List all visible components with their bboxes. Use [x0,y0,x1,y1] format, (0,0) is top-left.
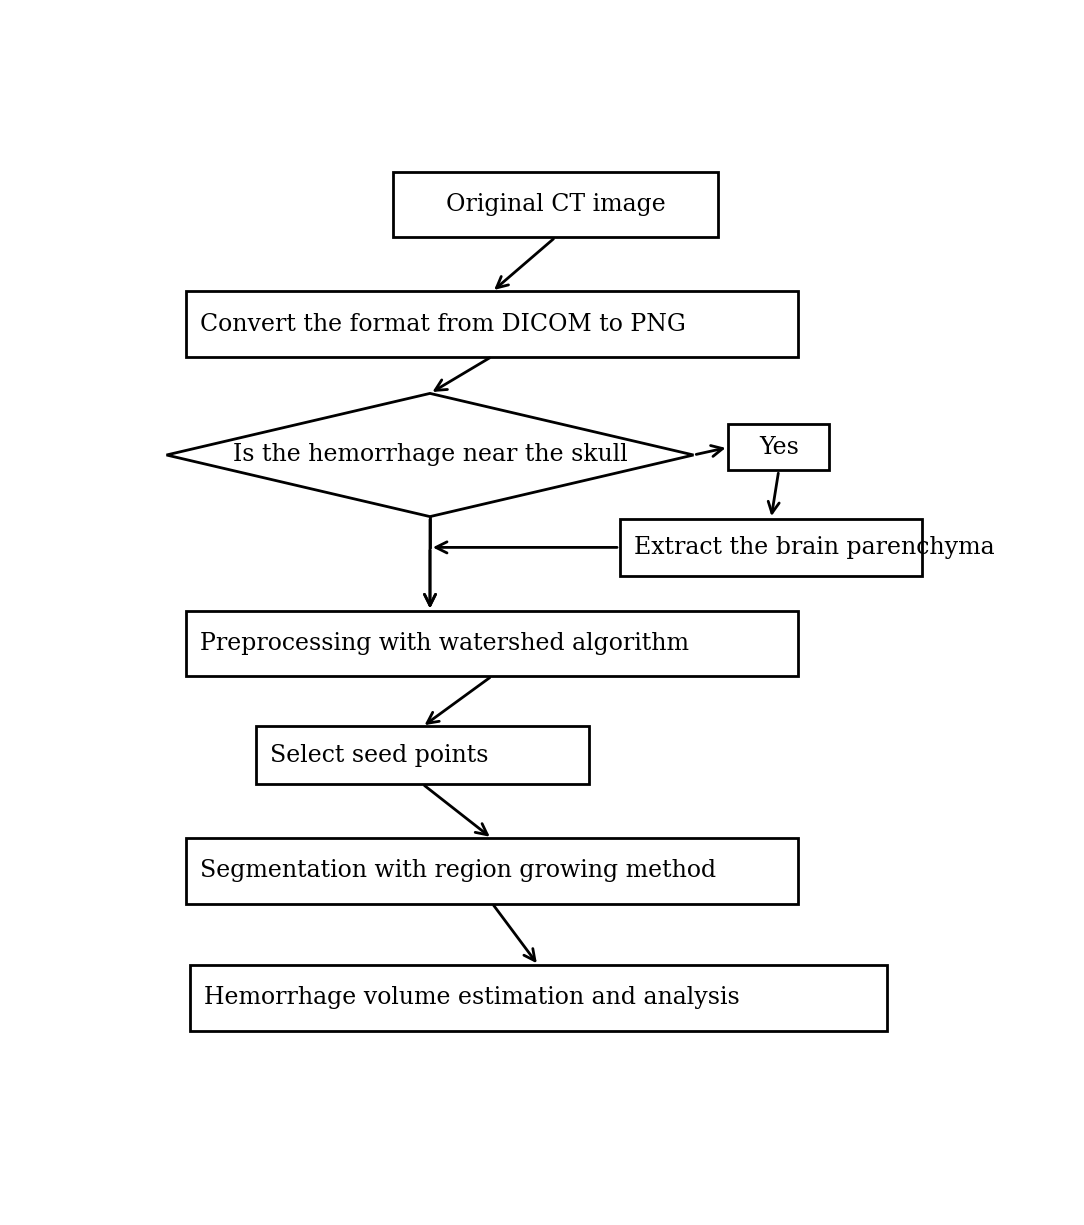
Text: Original CT image: Original CT image [446,194,666,217]
Text: Preprocessing with watershed algorithm: Preprocessing with watershed algorithm [199,632,688,655]
Text: Yes: Yes [759,436,799,459]
Bar [185,611,798,676]
Bar [185,292,798,356]
Polygon shape [167,393,694,517]
Text: Is the hemorrhage near the skull: Is the hemorrhage near the skull [233,443,628,467]
Text: Hemorrhage volume estimation and analysis: Hemorrhage volume estimation and analysi… [204,986,739,1009]
Text: Select seed points: Select seed points [270,744,488,767]
Bar [620,518,922,576]
Text: Segmentation with region growing method: Segmentation with region growing method [199,859,715,882]
Text: Convert the format from DICOM to PNG: Convert the format from DICOM to PNG [199,312,686,336]
Bar [190,965,887,1030]
Bar [728,424,829,470]
Bar [185,838,798,904]
Bar [392,172,719,238]
Text: Extract the brain parenchyma: Extract the brain parenchyma [634,535,994,559]
Bar [256,726,589,784]
